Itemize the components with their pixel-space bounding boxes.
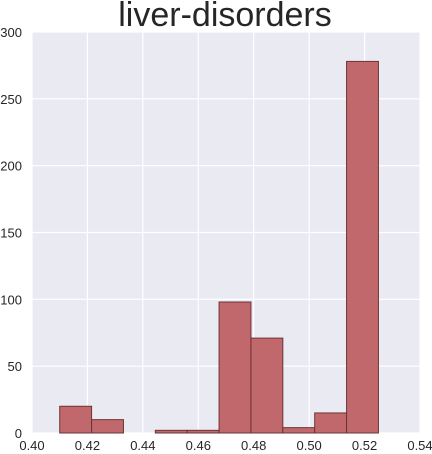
x-tick-label: 0.44 xyxy=(130,438,155,453)
histogram-bar xyxy=(91,419,124,434)
x-tick-label: 0.52 xyxy=(352,438,377,453)
histogram-bar xyxy=(59,405,93,434)
histogram-bar xyxy=(154,429,188,434)
histogram-bar xyxy=(186,429,220,434)
histogram-bar xyxy=(282,427,316,434)
x-tick-label: 0.50 xyxy=(296,438,321,453)
chart-title: liver-disorders xyxy=(118,0,332,34)
y-tick-label: 300 xyxy=(0,25,22,40)
x-tick-label: 0.48 xyxy=(241,438,266,453)
x-tick-label: 0.42 xyxy=(75,438,100,453)
y-tick-label: 150 xyxy=(0,226,22,241)
histogram-bar xyxy=(218,301,252,434)
y-axis-ticks: 0 50 100 150 200 250 300 xyxy=(0,25,22,441)
x-axis-ticks: 0.40 0.42 0.44 0.46 0.48 0.50 0.52 0.54 xyxy=(19,438,432,453)
histogram-bar xyxy=(346,60,379,434)
histogram-bar xyxy=(250,337,284,434)
x-tick-label: 0.54 xyxy=(407,438,432,453)
histogram-bar xyxy=(314,412,348,434)
y-tick-label: 250 xyxy=(0,92,22,107)
y-tick-label: 50 xyxy=(8,359,22,374)
y-tick-label: 200 xyxy=(0,159,22,174)
histogram-bars xyxy=(59,60,379,434)
y-tick-label: 100 xyxy=(0,292,22,307)
x-tick-label: 0.46 xyxy=(186,438,211,453)
x-tick-label: 0.40 xyxy=(19,438,44,453)
y-tick-label: 0 xyxy=(15,426,22,441)
